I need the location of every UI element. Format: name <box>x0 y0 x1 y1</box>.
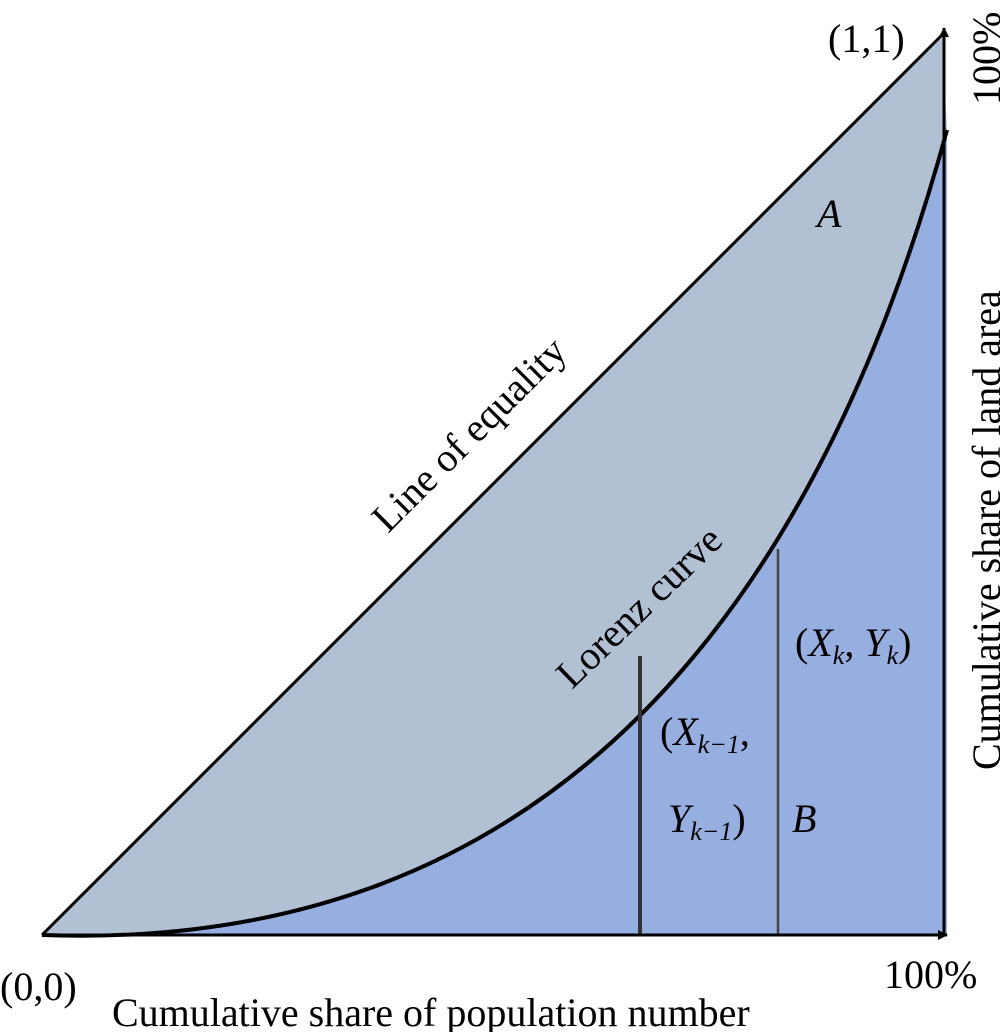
lorenz-curve <box>41 129 949 938</box>
x-max-label: 100% <box>884 952 977 997</box>
point-k-minus-1-label-line1: (Xk−1, <box>660 709 750 759</box>
point-k-label: (Xk, Yk) <box>795 620 911 670</box>
point-k-minus-1-label-line2: Yk−1) <box>668 796 746 846</box>
equality-line <box>40 33 944 937</box>
area-b-region <box>42 130 947 936</box>
area-a-label: A <box>814 191 842 236</box>
x-axis-title: Cumulative share of population number <box>112 990 750 1032</box>
area-b-label: B <box>792 796 816 841</box>
end-point-label: (1,1) <box>828 16 905 61</box>
y-max-label: 100% <box>964 12 1000 105</box>
origin-label: (0,0) <box>0 964 77 1009</box>
y-axis-title: Cumulative share of land area <box>964 290 1000 770</box>
